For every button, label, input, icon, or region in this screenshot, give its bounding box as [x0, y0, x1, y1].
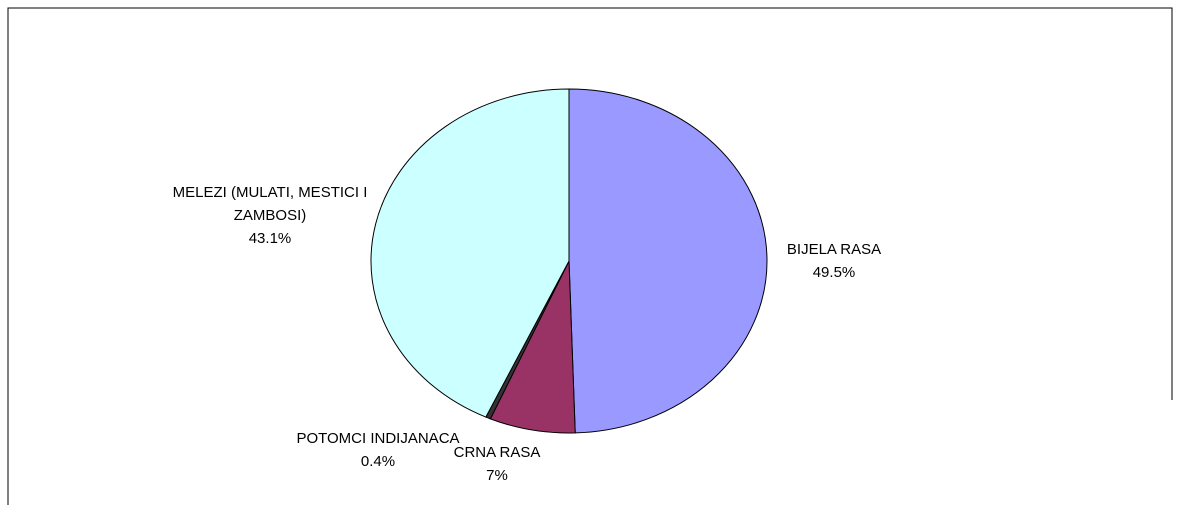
category-label: CRNA RASA	[453, 444, 541, 461]
slice-label: BIJELA RASA 49.5%	[734, 238, 934, 284]
value-label: 7%	[486, 467, 508, 484]
category-label: POTOMCI INDIJANACA	[296, 430, 460, 447]
value-label: 43.1%	[248, 230, 292, 247]
category-label: MELEZI (MULATI, MESTICI I ZAMBOSI)	[172, 184, 368, 224]
value-label: 0.4%	[360, 453, 396, 470]
slice-label: MELEZI (MULATI, MESTICI I ZAMBOSI) 43.1%	[165, 181, 375, 250]
pie-slice	[568, 88, 768, 434]
value-label: 49.5%	[812, 264, 856, 281]
slice-label: POTOMCI INDIJANACA 0.4%	[248, 427, 508, 473]
category-label: BIJELA RASA	[786, 241, 882, 258]
frame	[7, 7, 1173, 505]
pie-slice	[370, 88, 570, 418]
slice-label: CRNA RASA 7%	[397, 441, 597, 487]
